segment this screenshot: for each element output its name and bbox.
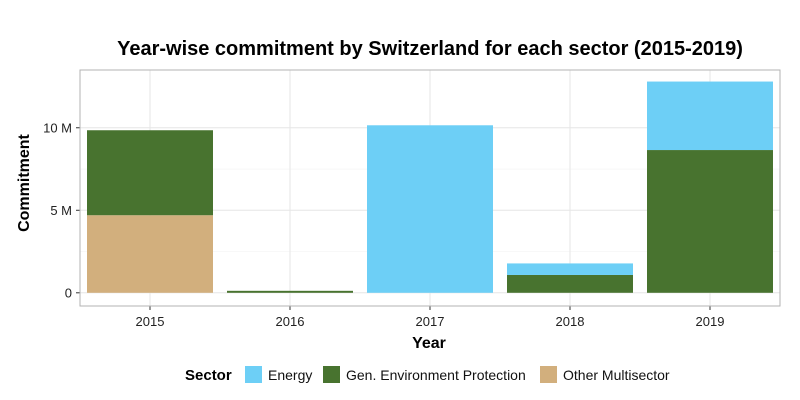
legend-key [540, 366, 557, 383]
y-axis-title: Commitment [16, 133, 33, 231]
legend-key [245, 366, 262, 383]
bar-gen-environment-protection-2019 [647, 150, 773, 293]
bar-energy-2018 [507, 263, 633, 275]
plot-area: 0 5 M 10 M 2015 2016 2017 2018 2019 [43, 69, 781, 329]
plot-border [79, 69, 781, 307]
bar-other-multisector-2015 [87, 215, 213, 293]
legend: Sector Energy Gen. Environment Protection… [185, 366, 670, 384]
x-tick-label: 2019 [696, 314, 725, 329]
bar-energy-2017 [367, 125, 493, 293]
bar-gen-environment-protection-2018 [507, 274, 633, 293]
x-tick-label: 2017 [416, 314, 445, 329]
legend-label: Gen. Environment Protection [346, 367, 526, 383]
bar-energy-2019 [647, 81, 773, 151]
x-tick-label: 2015 [136, 314, 165, 329]
x-tick-label: 2018 [556, 314, 585, 329]
legend-title: Sector [185, 367, 232, 384]
legend-label: Energy [268, 367, 312, 383]
bar-gen-environment-protection-2016 [227, 290, 353, 293]
y-tick-label: 0 [65, 285, 72, 300]
chart-title: Year-wise commitment by Switzerland for … [117, 38, 743, 60]
y-tick-label: 10 M [43, 120, 72, 135]
y-tick-label: 5 M [50, 203, 72, 218]
x-axis-title: Year [412, 335, 446, 352]
bar-gen-environment-protection-2015 [87, 130, 213, 216]
legend-key [323, 366, 340, 383]
x-tick-label: 2016 [276, 314, 305, 329]
legend-label: Other Multisector [563, 367, 670, 383]
